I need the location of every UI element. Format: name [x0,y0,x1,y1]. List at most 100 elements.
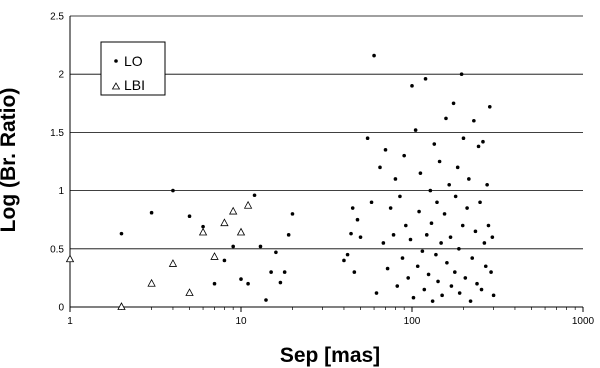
lo-point [483,264,488,269]
lo-point [442,212,447,216]
lo-point [481,139,485,144]
lo-point [269,270,273,274]
lo-point [453,194,458,199]
lo-point [470,256,475,260]
lo-point [231,244,235,249]
lo-point [398,194,402,199]
lo-point [430,299,435,303]
lo-point [423,77,428,81]
x-tick-label: 10 [235,316,247,327]
lo-point [468,299,473,303]
legend-label-lo: LO [124,53,143,69]
lo-point [369,200,374,205]
lo-point [286,233,291,237]
lbi-point [220,218,229,227]
lo-point [252,193,257,198]
lo-point [476,144,481,149]
legend-marker-lo [114,59,118,63]
lo-point [424,233,429,237]
lo-point [350,206,355,210]
y-tick-label: 2 [58,70,64,81]
lo-point [149,210,154,215]
y-tick-label: 1.5 [50,128,64,139]
lo-point [482,241,487,245]
lo-point [365,136,370,141]
lbi-point [65,254,75,263]
lo-point [440,293,444,298]
lo-point [473,229,478,234]
lo-point [460,223,465,228]
lo-point [400,256,405,260]
lo-point [445,260,449,265]
lo-point [355,217,360,222]
lo-point [201,224,205,229]
lo-point [378,165,382,170]
lbi-point [229,206,238,215]
lo-point [436,279,440,284]
lbi-point [210,252,219,260]
x-tick-label: 1000 [572,316,595,327]
lo-point [222,258,227,263]
lbi-point [243,200,253,209]
lo-point [459,72,464,76]
lo-point [352,270,357,274]
lo-point [457,247,461,251]
lo-point [381,241,386,245]
lo-point [402,153,406,158]
lo-point [404,223,408,228]
lo-point [342,258,346,263]
y-tick-label: 0 [58,303,64,314]
lo-point [489,270,493,274]
lo-point [444,116,448,121]
lo-point [290,212,295,216]
y-axis-label: Log (Br. Ratio) [0,88,20,233]
lo-point [393,177,398,181]
y-tick-label: 1 [58,186,64,197]
tick-labels: 0 0.5 1 1.5 2 2.5 1 10 100 1000 [50,12,594,328]
lo-point [439,241,443,245]
lo-point [358,235,363,239]
lo-point [418,171,423,175]
lo-point [391,233,396,237]
lo-point [491,293,496,298]
lo-point [388,206,393,210]
lo-point [486,223,491,228]
lo-point [485,182,489,187]
lo-point [411,295,416,300]
lo-point [420,249,425,253]
lo-point [422,287,427,292]
lo-point [246,281,250,286]
lbi-point [198,227,208,236]
lo-point [187,214,192,219]
lo-point [278,280,283,285]
lo-point [437,159,442,164]
lo-point [490,235,495,239]
lo-point [349,231,353,236]
lo-point [395,284,400,288]
lo-point [383,148,388,152]
lo-point [239,277,243,281]
lo-point [448,235,453,239]
y-tick-label: 0.5 [50,244,64,255]
lo-point [434,252,438,257]
legend-marker-lbi [111,82,121,90]
y-tick-label: 2.5 [50,12,64,23]
lo-point [463,276,468,280]
lbi-point [117,302,126,310]
lo-point [385,266,390,271]
lo-point [212,281,217,286]
data-points [65,53,496,310]
lo-point [475,281,479,286]
lo-point [467,177,471,181]
lo-point [426,272,431,277]
lo-point [453,270,457,274]
x-tick-label: 100 [404,316,421,327]
lo-point [413,128,418,132]
lo-point [408,237,413,242]
lo-point [487,104,492,109]
lo-point [465,206,469,210]
lo-point [372,53,376,58]
lo-point [374,291,379,295]
lo-point [451,101,456,106]
